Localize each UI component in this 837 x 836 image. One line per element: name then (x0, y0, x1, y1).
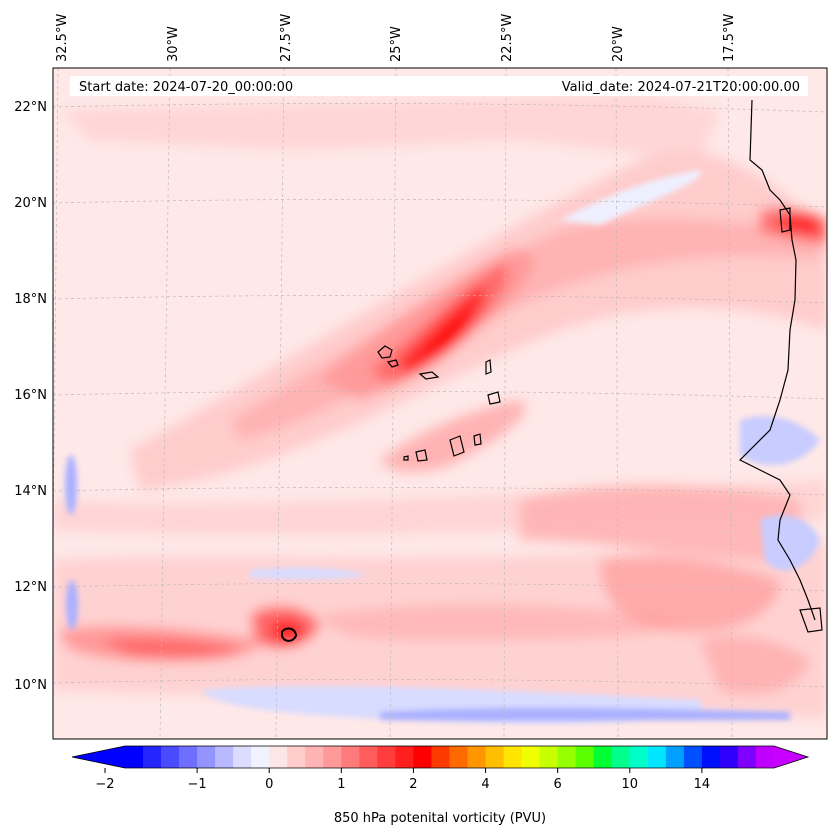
colorbar-cell (557, 746, 577, 768)
colorbar-cell (215, 746, 234, 768)
colorbar-cell (521, 746, 541, 768)
colorbar-cell (485, 746, 505, 768)
colorbar-label: 850 hPa potenital vorticity (PVU) (334, 811, 546, 826)
colorbar-cell (305, 746, 324, 768)
colorbar-cell (161, 746, 180, 768)
negative-pv-areas (65, 170, 820, 724)
lon-label: 32.5°W (55, 14, 70, 62)
coastlines (281, 99, 823, 642)
colorbar-cell (233, 746, 252, 768)
map-frame (52, 67, 828, 740)
lon-label: 20°W (611, 26, 626, 62)
colorbar-cell (539, 746, 559, 768)
colorbar-tick-label: 0 (265, 777, 273, 792)
colorbar-cell (665, 746, 685, 768)
colorbar-tick-label: 1 (337, 777, 345, 792)
colorbar-cell (593, 746, 613, 768)
colorbar-tick-label: 6 (554, 777, 562, 792)
lat-label: 22°N (14, 100, 47, 115)
colorbar-tick-label: −2 (95, 777, 114, 792)
date-banner (70, 76, 808, 96)
colorbar-cell (467, 746, 487, 768)
colorbar-tick-label: 2 (409, 777, 417, 792)
colorbar-cell (431, 746, 451, 768)
colorbar-extend-min (72, 746, 125, 768)
colorbar-cell (647, 746, 667, 768)
colorbar-cell (737, 746, 757, 768)
colorbar-tick-label: −1 (188, 777, 207, 792)
lat-label: 18°N (14, 292, 47, 307)
lon-label: 27.5°W (279, 14, 294, 62)
colorbar-cell (701, 746, 721, 768)
lat-label: 14°N (14, 484, 47, 499)
map-panel (53, 68, 827, 739)
colorbar-cell (179, 746, 198, 768)
colorbar-cell (377, 746, 397, 768)
pv-field (53, 95, 827, 720)
lat-label: 10°N (14, 678, 47, 693)
colorbar-tick-label: 14 (694, 777, 711, 792)
colorbar-cell (413, 746, 433, 768)
lon-label: 17.5°W (722, 14, 737, 62)
lat-label: 16°N (14, 388, 47, 403)
lon-label: 25°W (389, 26, 404, 62)
longitude-labels: 32.5°W 30°W 27.5°W 25°W 22.5°W 20°W 17.5… (55, 14, 737, 62)
colorbar-cell (269, 746, 288, 768)
colorbar: −2 −1 0 1 2 4 6 10 14 850 hPa potenital vorticit… (71, 745, 810, 826)
colorbar-cell (251, 746, 270, 768)
colorbar-cell (197, 746, 216, 768)
lat-label: 12°N (14, 580, 47, 595)
colorbar-outline (71, 745, 810, 769)
lon-label: 22.5°W (500, 14, 515, 62)
colorbar-cell (341, 746, 360, 768)
colorbar-cell (125, 746, 144, 768)
start-date-label: Start date: 2024-07-20_00:00:00 (79, 80, 293, 95)
colorbar-tick-label: 10 (622, 777, 639, 792)
colorbar-cell (683, 746, 703, 768)
lon-label: 30°W (166, 26, 181, 62)
colorbar-ticks: −2 −1 0 1 2 4 6 10 14 (95, 768, 710, 792)
colorbar-cell (719, 746, 739, 768)
valid-date-label: Valid_date: 2024-07-21T20:00:00.00 (562, 80, 800, 95)
colorbar-extend-max (774, 746, 808, 768)
colorbar-cells (125, 746, 775, 768)
colorbar-cell (395, 746, 415, 768)
colorbar-cell (449, 746, 469, 768)
colorbar-cell (143, 746, 162, 768)
colorbar-cell (611, 746, 631, 768)
colorbar-cell (629, 746, 649, 768)
colorbar-cell (575, 746, 595, 768)
colorbar-cell (287, 746, 306, 768)
latitude-labels: 22°N 20°N 18°N 16°N 14°N 12°N 10°N (14, 100, 47, 693)
gridlines (53, 68, 827, 739)
colorbar-cell (323, 746, 342, 768)
colorbar-cell (503, 746, 523, 768)
colorbar-cell (755, 746, 775, 768)
colorbar-tick-label: 4 (481, 777, 489, 792)
colorbar-cell (359, 746, 378, 768)
lat-label: 20°N (14, 196, 47, 211)
